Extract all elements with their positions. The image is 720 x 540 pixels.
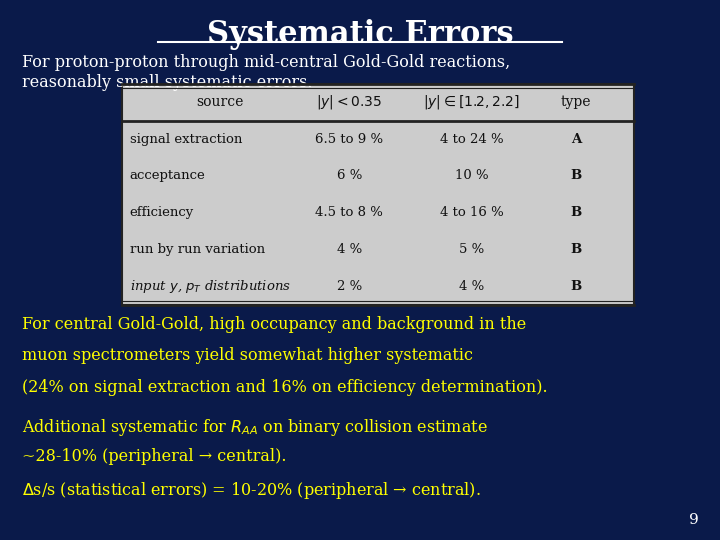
Text: 4 %: 4 %: [336, 243, 362, 256]
Text: efficiency: efficiency: [130, 206, 194, 219]
Text: 9: 9: [688, 512, 698, 526]
Text: 4 %: 4 %: [459, 280, 485, 293]
Text: 4.5 to 8 %: 4.5 to 8 %: [315, 206, 383, 219]
Text: B: B: [570, 280, 582, 293]
Text: 6 %: 6 %: [336, 170, 362, 183]
Text: 4 to 24 %: 4 to 24 %: [440, 132, 503, 146]
Text: muon spectrometers yield somewhat higher systematic: muon spectrometers yield somewhat higher…: [22, 347, 472, 364]
Text: ~28-10% (peripheral → central).: ~28-10% (peripheral → central).: [22, 448, 286, 465]
Text: 5 %: 5 %: [459, 243, 485, 256]
Text: $|y| < 0.35$: $|y| < 0.35$: [316, 93, 382, 111]
Text: signal extraction: signal extraction: [130, 132, 242, 146]
Text: $\Delta$s/s (statistical errors) = 10-20% (peripheral → central).: $\Delta$s/s (statistical errors) = 10-20…: [22, 480, 480, 501]
Text: type: type: [561, 95, 591, 109]
FancyBboxPatch shape: [122, 84, 634, 305]
Text: $|y| \in [1.2, 2.2]$: $|y| \in [1.2, 2.2]$: [423, 93, 520, 111]
Text: (24% on signal extraction and 16% on efficiency determination).: (24% on signal extraction and 16% on eff…: [22, 379, 547, 395]
Text: B: B: [570, 206, 582, 219]
Text: A: A: [571, 132, 581, 146]
Text: run by run variation: run by run variation: [130, 243, 265, 256]
Text: reasonably small systematic errors.: reasonably small systematic errors.: [22, 74, 312, 91]
Text: B: B: [570, 243, 582, 256]
Text: 6.5 to 9 %: 6.5 to 9 %: [315, 132, 383, 146]
Text: 2 %: 2 %: [336, 280, 362, 293]
Text: Additional systematic for $R_{AA}$ on binary collision estimate: Additional systematic for $R_{AA}$ on bi…: [22, 417, 487, 438]
Text: acceptance: acceptance: [130, 170, 205, 183]
Text: source: source: [196, 95, 243, 109]
Text: 10 %: 10 %: [455, 170, 488, 183]
Text: For central Gold-Gold, high occupancy and background in the: For central Gold-Gold, high occupancy an…: [22, 316, 526, 333]
Text: 4 to 16 %: 4 to 16 %: [440, 206, 503, 219]
Text: For proton-proton through mid-central Gold-Gold reactions,: For proton-proton through mid-central Go…: [22, 54, 510, 71]
Text: B: B: [570, 170, 582, 183]
Text: input $y$, $p_T$ distributions: input $y$, $p_T$ distributions: [130, 278, 291, 295]
Text: Systematic Errors: Systematic Errors: [207, 19, 513, 50]
